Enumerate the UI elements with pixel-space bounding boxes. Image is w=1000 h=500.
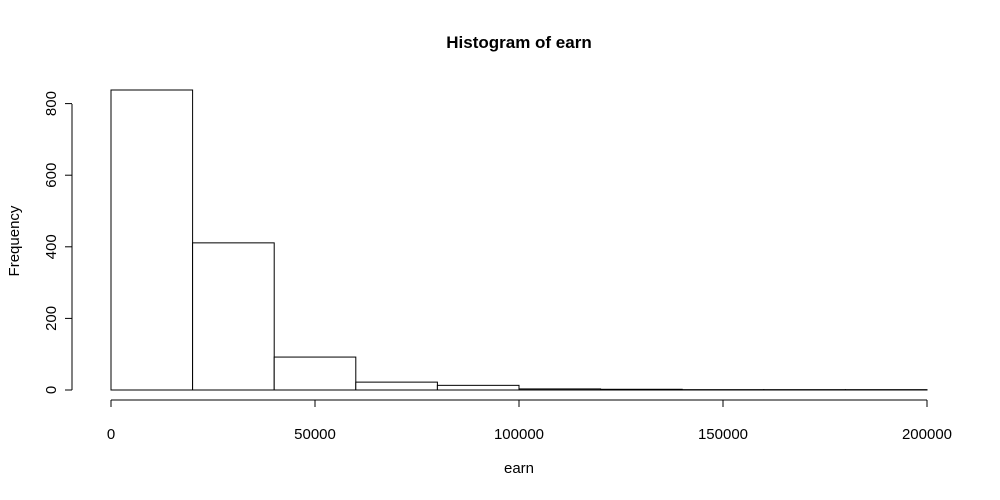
- y-tick-label: 800: [43, 91, 60, 116]
- histogram-bar: [273, 356, 357, 391]
- histogram-bar: [355, 381, 438, 391]
- x-tick-label: 50000: [294, 426, 336, 443]
- x-tick-label: 0: [107, 426, 115, 443]
- y-tick-label: 0: [43, 386, 60, 394]
- y-tick-label: 400: [43, 234, 60, 259]
- histogram-bar: [192, 242, 275, 391]
- x-tick-label: 150000: [698, 426, 748, 443]
- y-ticks-group: 0 200 400 600 800: [43, 91, 72, 394]
- y-axis-label: Frequency: [6, 205, 23, 276]
- x-ticks-group: 0 50000 100000 150000 200000: [107, 400, 952, 443]
- histogram-bar: [518, 388, 602, 391]
- histogram-bar: [436, 384, 520, 391]
- histogram-bar: [600, 388, 683, 391]
- x-tick-label: 100000: [494, 426, 544, 443]
- y-tick-label: 200: [43, 306, 60, 331]
- y-tick-label: 600: [43, 163, 60, 188]
- x-tick-label: 200000: [902, 426, 952, 443]
- chart-title: Histogram of earn: [446, 33, 591, 52]
- histogram-bar: [110, 89, 194, 391]
- x-axis-label: earn: [504, 460, 534, 477]
- bars-group: [110, 89, 928, 391]
